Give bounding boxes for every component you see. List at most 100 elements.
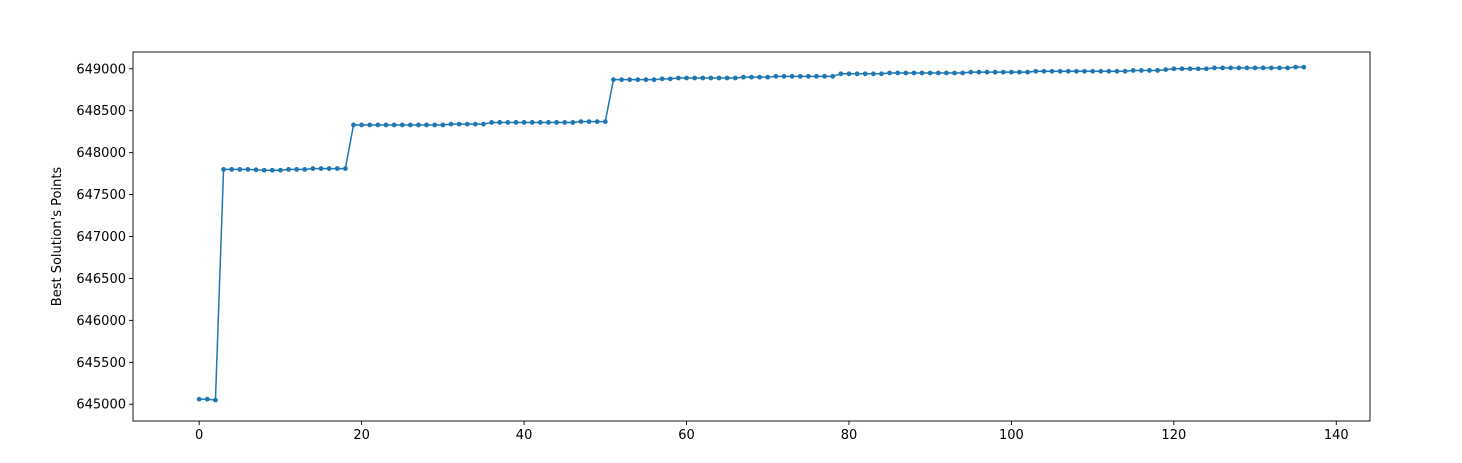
data-point [651, 77, 657, 83]
x-tick-label: 120 [1161, 428, 1186, 443]
data-point [204, 396, 210, 402]
data-point [1293, 64, 1299, 70]
data-point [1187, 66, 1193, 72]
data-point [1009, 69, 1014, 75]
x-tick-label: 140 [1324, 428, 1349, 443]
data-point [294, 167, 300, 172]
data-point [586, 119, 592, 125]
data-point [684, 75, 689, 81]
data-point [424, 122, 430, 128]
data-point [1203, 66, 1209, 72]
axes-layer: 0 20 40 60 80 100 120 140 645000 645500 646000 6465… [76, 51, 1371, 443]
data-point [643, 77, 649, 83]
data-point [318, 166, 324, 171]
series-layer [196, 64, 1307, 403]
y-tick-label: 647000 [76, 230, 126, 245]
data-point [1057, 68, 1063, 74]
data-point [716, 75, 722, 81]
data-point [554, 120, 559, 125]
data-point [448, 121, 454, 127]
data-point [367, 122, 373, 128]
data-point [407, 122, 413, 128]
data-point [1082, 68, 1087, 74]
x-tick-label: 0 [195, 428, 203, 443]
data-point [805, 73, 811, 79]
data-point [594, 119, 600, 125]
data-point [692, 75, 698, 81]
data-point [570, 120, 576, 125]
data-point [757, 74, 763, 80]
data-point [391, 122, 397, 128]
data-point [302, 167, 308, 172]
data-point [529, 120, 535, 125]
data-point [927, 70, 933, 76]
data-point [399, 122, 405, 128]
data-point [635, 77, 641, 83]
y-tick-label: 647500 [76, 188, 126, 203]
data-point [667, 76, 673, 82]
data-point [359, 122, 365, 128]
data-point [919, 70, 925, 76]
data-point [489, 120, 494, 125]
data-point [237, 167, 243, 172]
data-point [870, 71, 876, 77]
data-point [1041, 68, 1047, 74]
data-point [1017, 69, 1022, 75]
data-point [887, 70, 892, 76]
data-point [513, 120, 519, 125]
data-point [196, 396, 202, 402]
data-point [1025, 69, 1031, 75]
data-point [562, 120, 568, 125]
data-point [521, 120, 527, 125]
data-point [310, 166, 316, 171]
data-point [1179, 66, 1185, 72]
data-point [960, 70, 966, 76]
y-tick-label: 645000 [76, 398, 126, 413]
data-point [1277, 65, 1282, 71]
data-point [797, 73, 803, 79]
data-point [1049, 68, 1055, 74]
data-point [830, 73, 836, 79]
data-point [456, 121, 462, 127]
data-point [992, 69, 998, 75]
plot-area [133, 52, 1370, 421]
data-point [935, 70, 941, 76]
data-point [1090, 68, 1096, 74]
x-tick-label: 80 [841, 428, 858, 443]
data-point [740, 74, 746, 80]
data-point [1244, 65, 1250, 71]
data-point [846, 71, 852, 77]
data-point [676, 75, 681, 81]
data-point [334, 166, 340, 171]
data-point [326, 166, 332, 171]
data-point [781, 73, 787, 79]
data-point [546, 120, 551, 125]
data-point [976, 69, 982, 75]
data-point [659, 76, 665, 82]
data-point [1268, 65, 1274, 71]
data-point [261, 167, 267, 173]
data-point [1171, 66, 1177, 72]
data-point [911, 70, 917, 76]
x-tick-label: 100 [999, 428, 1024, 443]
data-point [968, 69, 974, 75]
plot-background [133, 52, 1370, 421]
data-point [229, 167, 235, 172]
y-axis-label: Best Solution's Points [50, 167, 65, 307]
data-point [464, 121, 470, 127]
data-point [854, 71, 860, 77]
y-tick-label: 648000 [76, 146, 126, 161]
data-point [773, 73, 779, 79]
data-point [1212, 65, 1217, 71]
data-point [269, 167, 275, 173]
data-point [351, 122, 356, 128]
data-point [497, 120, 503, 125]
data-point [1033, 68, 1039, 74]
data-point [627, 77, 633, 83]
data-point [1195, 66, 1201, 72]
data-point [732, 75, 738, 81]
data-point [952, 70, 957, 76]
data-point [1228, 65, 1234, 71]
x-tick-label: 60 [678, 428, 695, 443]
